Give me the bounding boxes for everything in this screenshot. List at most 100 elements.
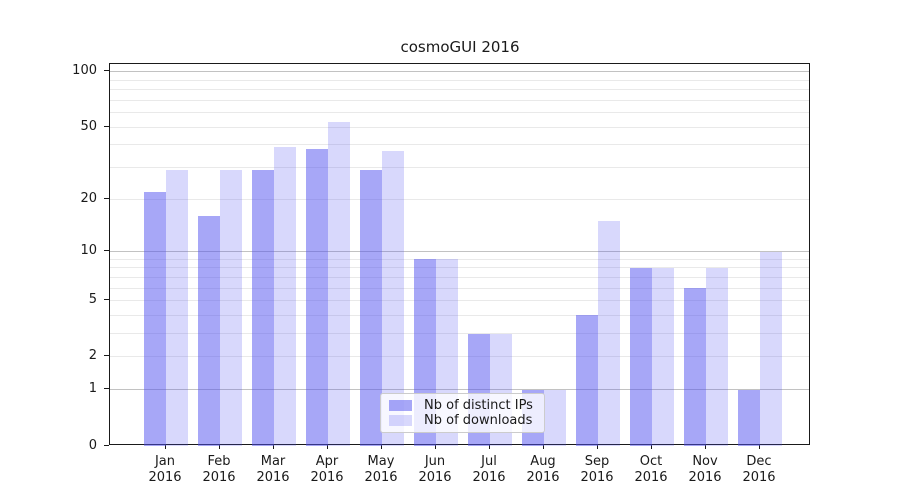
gridline-minor-9 <box>110 258 809 260</box>
bar-downloads-may <box>382 150 404 446</box>
y-tick-20 <box>104 197 109 199</box>
bar-distinct-ips-sep <box>576 315 598 446</box>
gridline-major-10 <box>110 251 809 252</box>
x-tick-label-year-jun: 2016 <box>418 470 452 485</box>
x-tick-aug <box>542 445 544 449</box>
bar-distinct-ips-nov <box>684 288 706 446</box>
bar-distinct-ips-may <box>360 170 382 446</box>
x-tick-label-month-oct: Oct <box>639 454 663 469</box>
y-tick-label-0: 0 <box>88 437 97 453</box>
x-tick-jan <box>164 445 166 449</box>
y-tick-label-10: 10 <box>80 243 97 258</box>
x-tick-label-month-jul: Jul <box>481 454 497 469</box>
bar-distinct-ips-oct <box>630 267 652 446</box>
y-tick-label-20: 20 <box>80 190 97 206</box>
x-tick-label-month-jan: Jan <box>154 454 176 469</box>
legend: Nb of distinct IPs Nb of downloads <box>380 393 545 433</box>
gridline-major-100 <box>110 71 809 73</box>
bar-downloads-jan <box>166 170 188 446</box>
bar-distinct-ips-dec <box>738 389 760 446</box>
y-tick-100 <box>104 70 109 72</box>
x-tick-label-year-apr: 2016 <box>310 470 344 485</box>
x-tick-label-month-feb: Feb <box>207 454 231 469</box>
bar-downloads-dec <box>760 251 782 446</box>
x-tick-label-year-mar: 2016 <box>256 470 290 485</box>
gridline-minor-30 <box>110 166 809 168</box>
gridline-minor-3 <box>110 333 809 335</box>
x-tick-label-year-jan: 2016 <box>148 470 182 485</box>
gridline-minor-60 <box>110 112 809 114</box>
x-tick-label-sep: Sep 2016 <box>565 454 629 486</box>
x-tick-label-aug: Aug 2016 <box>511 454 575 486</box>
gridline-minor-70 <box>110 99 809 101</box>
gridline-minor-7 <box>110 276 809 278</box>
x-tick-label-jan: Jan 2016 <box>133 454 197 486</box>
x-tick-jun <box>434 445 436 449</box>
gridline-major-1 <box>110 389 809 391</box>
x-tick-label-year-nov: 2016 <box>688 470 722 485</box>
x-tick-label-month-aug: Aug <box>530 454 556 469</box>
x-tick-may <box>380 445 382 449</box>
chart-title: cosmoGUI 2016 <box>400 38 520 56</box>
bar-downloads-nov <box>706 267 728 446</box>
y-tick-50 <box>104 125 109 127</box>
x-tick-sep <box>596 445 598 449</box>
legend-swatch-downloads <box>389 415 412 426</box>
x-tick-label-year-dec: 2016 <box>742 470 776 485</box>
y-tick-0 <box>104 444 109 446</box>
y-tick-label-100: 100 <box>72 63 97 79</box>
x-tick-label-year-sep: 2016 <box>580 470 614 485</box>
x-tick-label-year-feb: 2016 <box>202 470 236 485</box>
y-tick-10 <box>104 250 109 251</box>
x-tick-label-month-may: May <box>367 454 395 469</box>
legend-label-distinct-ips: Nb of distinct IPs <box>424 398 533 413</box>
gridline-minor-8 <box>110 267 809 269</box>
legend-label-downloads: Nb of downloads <box>424 413 533 428</box>
x-tick-apr <box>326 445 328 449</box>
x-tick-label-oct: Oct 2016 <box>619 454 683 486</box>
bar-distinct-ips-apr <box>306 148 328 446</box>
x-tick-label-apr: Apr 2016 <box>295 454 359 486</box>
x-tick-label-nov: Nov 2016 <box>673 454 737 486</box>
legend-entry-downloads: Nb of downloads <box>389 413 536 428</box>
y-tick-label-50: 50 <box>80 118 97 134</box>
gridline-minor-2 <box>110 356 809 358</box>
bar-downloads-feb <box>220 170 242 446</box>
x-tick-label-year-aug: 2016 <box>526 470 560 485</box>
x-tick-label-year-jul: 2016 <box>472 470 506 485</box>
gridline-minor-6 <box>110 287 809 289</box>
x-tick-label-may: May 2016 <box>349 454 413 486</box>
x-tick-label-year-oct: 2016 <box>634 470 668 485</box>
y-tick-label-2: 2 <box>88 348 97 364</box>
x-tick-nov <box>704 445 706 449</box>
x-tick-label-jul: Jul 2016 <box>457 454 521 486</box>
bar-distinct-ips-jan <box>144 191 166 446</box>
gridline-minor-40 <box>110 144 809 146</box>
y-tick-label-5: 5 <box>88 292 97 308</box>
x-tick-label-month-nov: Nov <box>692 454 718 469</box>
gridline-minor-50 <box>110 126 809 128</box>
bar-downloads-oct <box>652 267 674 446</box>
bar-downloads-sep <box>598 221 620 446</box>
legend-entry-distinct-ips: Nb of distinct IPs <box>389 398 536 413</box>
legend-swatch-distinct-ips <box>389 400 412 411</box>
bar-downloads-aug <box>544 389 566 446</box>
bar-distinct-ips-feb <box>198 216 220 446</box>
y-tick-5 <box>104 299 109 301</box>
bar-downloads-mar <box>274 146 296 446</box>
gridline-minor-80 <box>110 89 809 91</box>
x-tick-label-month-mar: Mar <box>260 454 286 469</box>
bar-distinct-ips-mar <box>252 170 274 446</box>
gridlines-layer <box>110 64 809 444</box>
x-tick-feb <box>218 445 220 449</box>
bars-layer <box>110 64 809 446</box>
x-tick-label-year-may: 2016 <box>364 470 398 485</box>
gridline-minor-20 <box>110 198 809 200</box>
x-tick-label-month-jun: Jun <box>424 454 446 469</box>
x-tick-label-mar: Mar 2016 <box>241 454 305 486</box>
gridline-minor-90 <box>110 79 809 81</box>
y-tick-2 <box>104 355 109 357</box>
gridline-minor-5 <box>110 300 809 302</box>
x-tick-label-dec: Dec 2016 <box>727 454 791 486</box>
x-tick-label-jun: Jun 2016 <box>403 454 467 486</box>
